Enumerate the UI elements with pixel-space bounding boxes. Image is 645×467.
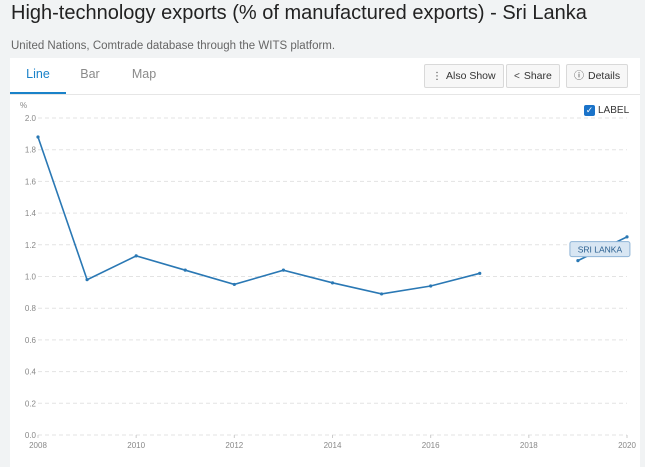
tab-line[interactable]: Line — [10, 58, 66, 94]
label-toggle-text: LABEL — [598, 105, 630, 116]
y-tick-label: 0.2 — [25, 399, 37, 408]
checkbox-checked-icon[interactable]: ✓ — [584, 105, 595, 116]
y-axis-label: % — [20, 101, 27, 110]
data-point — [134, 254, 138, 258]
data-point — [330, 281, 335, 285]
x-tick-label: 2014 — [324, 441, 342, 450]
chart-tabs: Line Bar Map ⋮ Also Show < Share ⓘ Details — [10, 58, 640, 95]
tab-bar[interactable]: Bar — [80, 67, 100, 81]
data-point — [576, 259, 580, 263]
series-line — [37, 136, 481, 295]
data-source: United Nations, Comtrade database throug… — [11, 40, 336, 52]
y-tick-label: 0.6 — [25, 336, 37, 345]
line-chart: 0.0 0.2 0.4 0.6 0.8 1.0 1.2 1.4 1.6 1.8 2.0% 2008 20… — [20, 101, 636, 450]
x-tick-label: 2008 — [29, 441, 47, 450]
data-point — [625, 235, 629, 239]
data-point — [36, 135, 40, 139]
data-point — [232, 282, 236, 287]
data-point — [379, 292, 384, 296]
data-point — [85, 278, 89, 282]
details-button[interactable]: ⓘ Details — [566, 64, 629, 88]
y-tick-label: 1.2 — [25, 241, 37, 250]
data-point — [429, 284, 433, 288]
details-label: Details — [588, 70, 621, 82]
y-tick-label: 1.4 — [25, 209, 37, 218]
y-tick-label: 0.4 — [25, 368, 37, 377]
data-point — [183, 268, 187, 272]
x-tick-label: 2020 — [618, 441, 636, 450]
x-tick-label: 2018 — [520, 441, 538, 450]
also-show-label: Also Show — [446, 70, 496, 82]
y-tick-label: 0.0 — [25, 431, 37, 440]
x-tick-label: 2016 — [422, 441, 440, 450]
data-point — [478, 271, 482, 275]
share-button[interactable]: < Share — [506, 64, 560, 88]
more-vertical-icon: ⋮ — [432, 71, 442, 82]
x-tick-label: 2012 — [225, 441, 243, 450]
page-title: High-technology exports (% of manufactur… — [11, 2, 587, 24]
tab-map[interactable]: Map — [131, 67, 157, 81]
data-point — [281, 268, 286, 272]
y-tick-label: 1.0 — [25, 273, 37, 282]
series-label: SRI LANKA — [578, 245, 623, 255]
chart-card: Line Bar Map ⋮ Also Show < Share ⓘ Details … — [10, 58, 640, 467]
share-icon: < — [514, 71, 520, 82]
share-label: Share — [523, 70, 552, 82]
also-show-button[interactable]: ⋮ Also Show — [424, 64, 504, 88]
y-tick-label: 2.0 — [25, 114, 37, 123]
series-label-box — [569, 241, 631, 258]
x-tick-label: 2010 — [127, 441, 145, 450]
label-toggle[interactable]: ✓ LABEL — [584, 105, 629, 116]
y-tick-label: 1.8 — [25, 146, 37, 155]
y-tick-label: 1.6 — [25, 177, 37, 186]
y-tick-label: 0.8 — [25, 304, 37, 313]
info-icon: ⓘ — [574, 71, 584, 82]
